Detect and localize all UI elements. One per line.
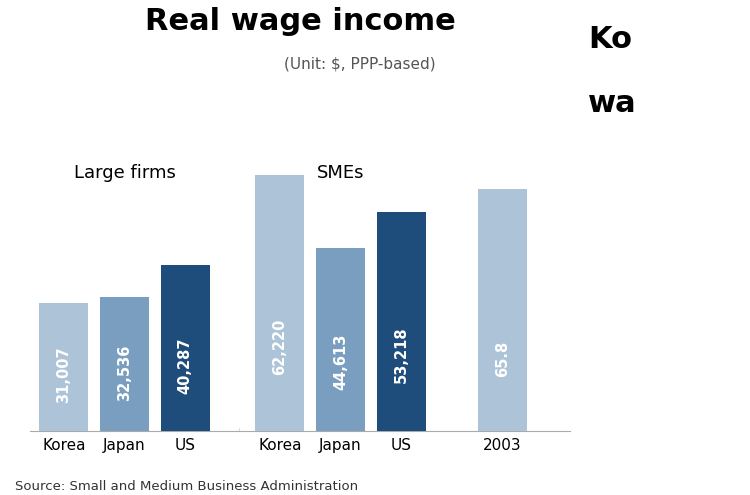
Text: Source: Small and Medium Business Administration: Source: Small and Medium Business Admini… [15, 480, 358, 493]
Text: 31,007: 31,007 [56, 346, 71, 402]
Text: Large firms: Large firms [74, 164, 176, 182]
Text: Real wage income: Real wage income [145, 7, 455, 37]
Text: wa: wa [588, 89, 637, 118]
Bar [256, 175, 304, 431]
Bar [100, 297, 148, 431]
Bar [40, 303, 88, 431]
Bar [316, 248, 364, 431]
Bar [478, 189, 526, 431]
Text: 32,536: 32,536 [117, 345, 132, 401]
Text: 44,613: 44,613 [333, 334, 348, 391]
Text: (Unit: $, PPP-based): (Unit: $, PPP-based) [284, 57, 436, 72]
Text: Ko: Ko [588, 25, 632, 54]
Text: 62,220: 62,220 [272, 318, 287, 375]
Text: 40,287: 40,287 [178, 338, 193, 395]
Text: 53,218: 53,218 [394, 326, 409, 383]
Text: SMEs: SMEs [316, 164, 364, 182]
Text: 65.8: 65.8 [495, 341, 510, 377]
Bar [377, 212, 425, 431]
Bar [161, 265, 209, 431]
